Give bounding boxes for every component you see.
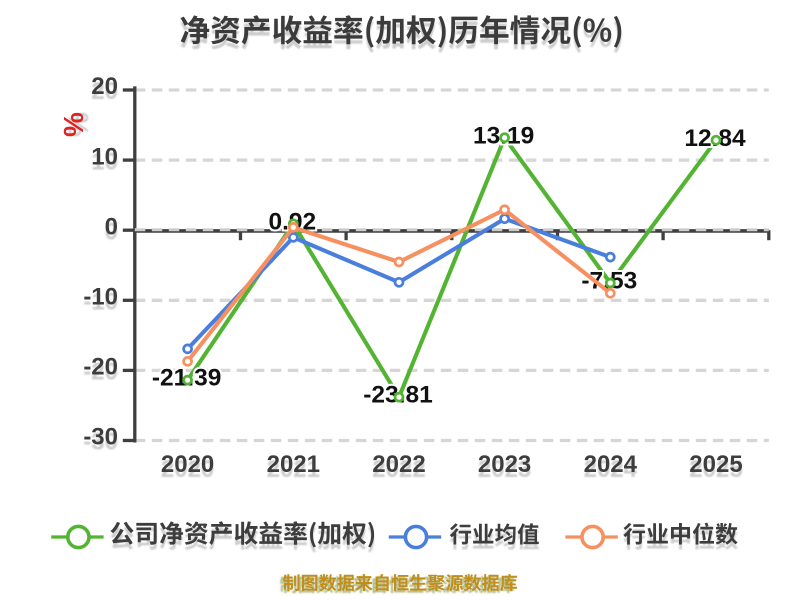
svg-text:2021: 2021 [267, 451, 320, 478]
svg-text:20: 20 [91, 73, 118, 100]
svg-text:0: 0 [105, 213, 118, 240]
svg-text:2020: 2020 [161, 451, 214, 478]
svg-text:2023: 2023 [478, 451, 531, 478]
svg-text:-20: -20 [83, 354, 118, 381]
svg-text:%: % [58, 112, 89, 137]
svg-text:2025: 2025 [689, 451, 742, 478]
svg-text:2022: 2022 [372, 451, 425, 478]
svg-text:10: 10 [91, 143, 118, 170]
svg-text:-10: -10 [83, 284, 118, 311]
svg-text:-30: -30 [83, 424, 118, 451]
svg-text:2024: 2024 [584, 451, 638, 478]
